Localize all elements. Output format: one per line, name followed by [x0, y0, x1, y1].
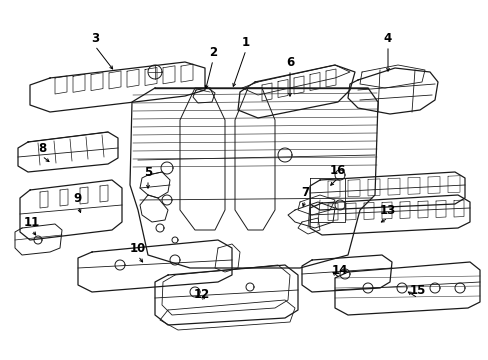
Text: 12: 12 — [193, 288, 210, 302]
Text: 13: 13 — [379, 203, 395, 216]
Text: 2: 2 — [208, 45, 217, 58]
Text: 10: 10 — [130, 242, 146, 255]
Text: 16: 16 — [329, 163, 346, 176]
Text: 8: 8 — [38, 141, 46, 154]
Text: 1: 1 — [242, 36, 249, 49]
Text: 5: 5 — [143, 166, 152, 179]
Text: 4: 4 — [383, 31, 391, 45]
Text: 9: 9 — [74, 192, 82, 204]
Text: 15: 15 — [409, 284, 426, 297]
Text: 6: 6 — [285, 55, 293, 68]
Text: 14: 14 — [331, 264, 347, 276]
Text: 3: 3 — [91, 31, 99, 45]
Text: 11: 11 — [24, 216, 40, 229]
Text: 7: 7 — [300, 185, 308, 198]
